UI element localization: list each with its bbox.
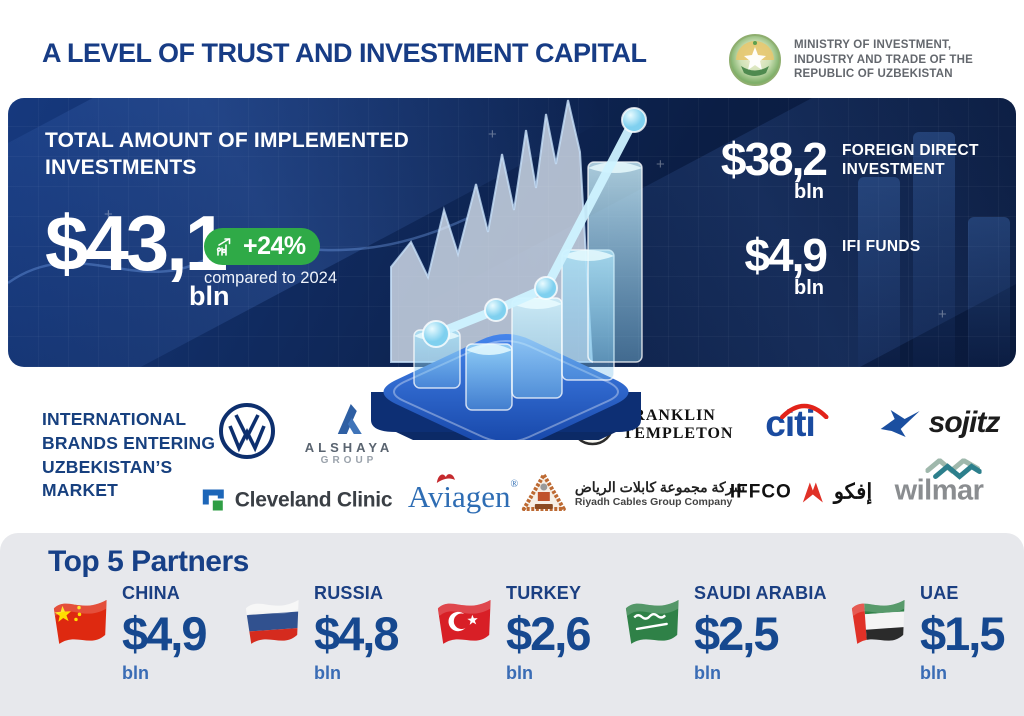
- uzbekistan-emblem-icon: [729, 34, 781, 86]
- russia-flag-icon: [245, 599, 302, 645]
- growth-block: +24% compared to 2024: [204, 228, 364, 288]
- total-investments-value: $43,1 bln: [45, 198, 230, 311]
- franklin-portrait-icon: [571, 404, 614, 446]
- partner-saudi-arabia: SAUDI ARABIA $2,5 bln: [622, 583, 827, 684]
- alshaya-logo: ALSHAYA GROUP: [305, 402, 393, 466]
- ifi-unit: bln: [794, 277, 824, 299]
- volkswagen-icon: [219, 403, 275, 459]
- total-investments-block: TOTAL AMOUNT OF IMPLEMENTED INVESTMENTS …: [45, 128, 409, 311]
- sojitz-logo: sojitz: [879, 406, 1000, 440]
- wilmar-logo: wilmar: [895, 458, 984, 508]
- franklin-templeton-logo: FRANKLIN TEMPLETON: [571, 403, 734, 447]
- fdi-value: $38,2: [720, 133, 828, 185]
- page-title: A LEVEL OF TRUST AND INVESTMENT CAPITAL: [42, 38, 647, 68]
- fdi-stat: $38,2 bln FOREIGN DIRECT INVESTMENT: [696, 133, 979, 203]
- aviagen-logo: Aviagen®: [408, 474, 518, 515]
- turkey-flag-icon: [437, 599, 494, 645]
- partner-turkey: TURKEY $2,6 bln: [434, 583, 591, 684]
- total-investments-label: TOTAL AMOUNT OF IMPLEMENTED INVESTMENTS: [45, 129, 409, 179]
- investments-banner: + + + + TOTAL AMOUNT OF IMPLEMENTED INVE…: [8, 98, 1016, 367]
- brands-intro: INTERNATIONAL BRANDS ENTERING UZBEKISTAN…: [42, 409, 216, 501]
- partner-uae: UAE $1,5 bln: [848, 583, 1005, 684]
- franklin-templeton-name: FRANKLIN TEMPLETON: [622, 406, 734, 442]
- riyadh-cables-logo: شركة مجموعة كابلات الرياض Riyadh Cables …: [521, 472, 745, 514]
- aviagen-comb-icon: [436, 474, 455, 483]
- partner-russia: RUSSIA $4,8 bln: [242, 583, 399, 684]
- fdi-unit: bln: [794, 181, 824, 203]
- riyadh-cables-icon: [521, 473, 566, 511]
- china-flag-icon: [53, 599, 110, 645]
- growth-percent-icon: [216, 237, 231, 256]
- partner-china: CHINA $4,9 bln: [50, 583, 207, 684]
- top-partners-section: Top 5 Partners CHINA $4,9 bln: [0, 533, 1024, 716]
- wilmar-w-icon: [925, 458, 982, 480]
- sojitz-icon: [880, 410, 920, 437]
- ministry-name: MINISTRY OF INVESTMENT, INDUSTRY AND TRA…: [794, 38, 973, 81]
- ministry-block: MINISTRY OF INVESTMENT, INDUSTRY AND TRA…: [728, 33, 973, 87]
- cleveland-clinic-icon: [202, 489, 225, 513]
- fdi-label: FOREIGN DIRECT INVESTMENT: [842, 142, 979, 178]
- banner-stats: $38,2 bln FOREIGN DIRECT INVESTMENT $4,9…: [696, 136, 979, 328]
- growth-caption: compared to 2024: [204, 269, 338, 287]
- citi-arc-icon: [780, 403, 829, 419]
- growth-badge: +24%: [204, 228, 320, 265]
- cleveland-clinic-logo: Cleveland Clinic: [200, 487, 393, 514]
- alshaya-icon: [337, 404, 362, 434]
- ifi-value: $4,9: [744, 229, 828, 281]
- ifi-stat: $4,9 bln IFI FUNDS: [696, 229, 979, 299]
- ifi-label: IFI FUNDS: [842, 238, 921, 255]
- uae-flag-icon: [851, 599, 908, 645]
- volkswagen-logo: [218, 402, 276, 460]
- iffco-bird-icon: [802, 482, 823, 502]
- iffco-logo: IFFCO إفكو: [729, 480, 873, 504]
- partners-title: Top 5 Partners: [48, 545, 249, 578]
- saudi-arabia-flag-icon: [625, 599, 682, 645]
- citi-logo: citi: [765, 403, 829, 445]
